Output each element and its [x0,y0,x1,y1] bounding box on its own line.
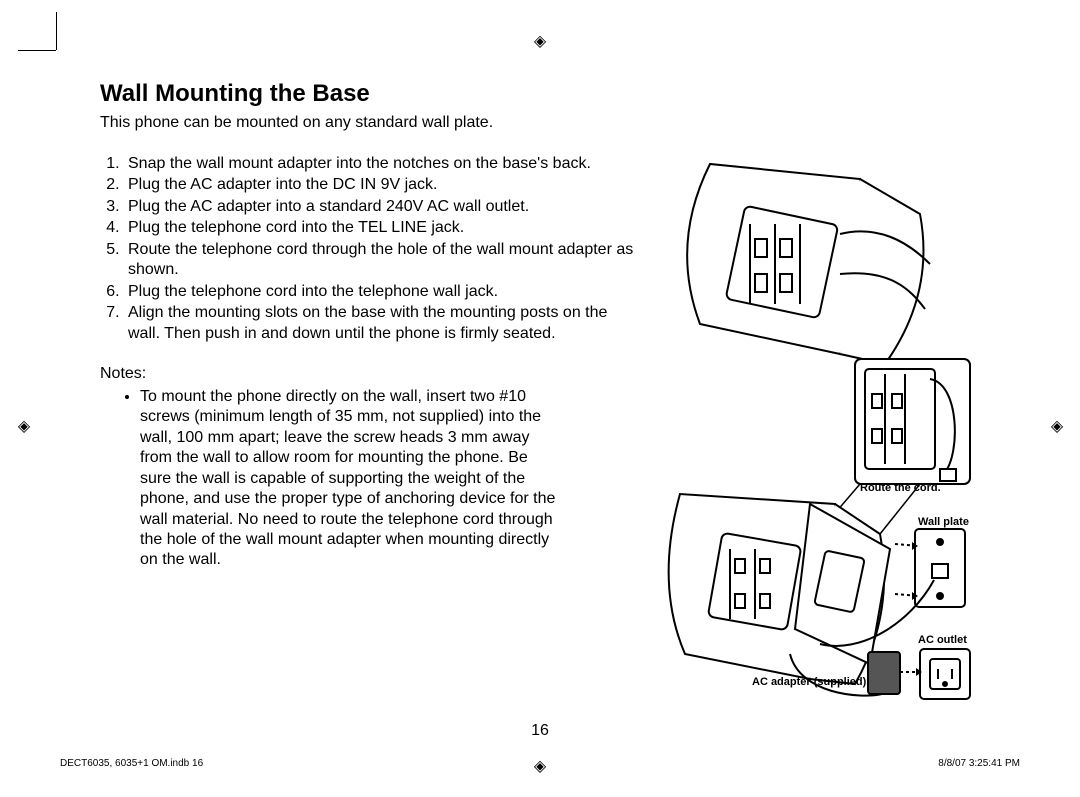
note-item: To mount the phone directly on the wall,… [140,387,560,571]
step-item: Plug the AC adapter into a standard 240V… [124,197,640,217]
crop-mark [18,50,56,51]
figure-label-ac-outlet: AC outlet [918,634,967,646]
step-item: Plug the telephone cord into the telepho… [124,282,640,302]
content-columns: Snap the wall mount adapter into the not… [100,154,980,719]
notes-label: Notes: [100,364,640,384]
registration-mark-icon: ◈ [531,33,549,51]
crop-mark [56,12,57,50]
footer-filename: DECT6035, 6035+1 OM.indb 16 [60,758,203,769]
registration-mark-icon: ◈ [15,418,33,436]
wall-mount-illustration [660,154,980,714]
figure-label-ac-adapter: AC adapter (supplied) [752,676,866,688]
text-column: Snap the wall mount adapter into the not… [100,154,640,719]
steps-list: Snap the wall mount adapter into the not… [100,154,640,344]
step-item: Plug the telephone cord into the TEL LIN… [124,218,640,238]
figure-column: Route the cord. Wall plate AC outlet AC … [660,154,980,719]
intro-text: This phone can be mounted on any standar… [100,114,980,132]
step-item: Route the telephone cord through the hol… [124,240,640,281]
step-item: Align the mounting slots on the base wit… [124,303,640,344]
registration-mark-icon: ◈ [1048,418,1066,436]
step-item: Snap the wall mount adapter into the not… [124,154,640,174]
notes-list: To mount the phone directly on the wall,… [100,387,560,571]
figure-label-route-cord: Route the cord. [860,482,941,494]
figure-label-wall-plate: Wall plate [918,516,969,528]
footer-timestamp: 8/8/07 3:25:41 PM [938,758,1020,769]
page-number: 16 [100,722,980,740]
page-content: Wall Mounting the Base This phone can be… [100,80,980,740]
print-footer: DECT6035, 6035+1 OM.indb 16 8/8/07 3:25:… [60,758,1020,769]
step-item: Plug the AC adapter into the DC IN 9V ja… [124,175,640,195]
page-title: Wall Mounting the Base [100,80,980,108]
